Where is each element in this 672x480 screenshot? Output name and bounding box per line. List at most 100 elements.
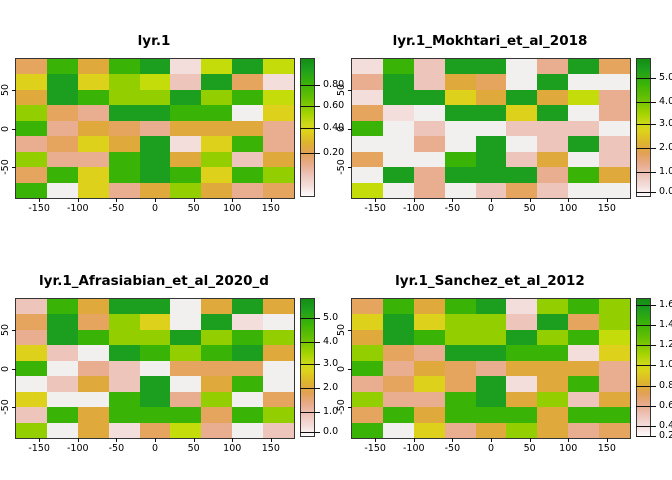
panel-title: lyr.1_Mokhtari_et_al_2018	[392, 33, 588, 49]
heatmap-cell	[77, 167, 109, 183]
heatmap-cell	[537, 391, 569, 408]
heatmap-cell	[413, 345, 445, 361]
heatmap-cell	[77, 314, 109, 330]
y-axis-tick	[12, 89, 16, 91]
heatmap-cell	[599, 151, 630, 168]
legend-tick	[300, 128, 320, 130]
heatmap-cell	[16, 136, 47, 152]
x-axis-tick	[606, 438, 608, 442]
panel-lyr1: lyr.1 -150 -100 -50 0 50 100 150 50 0 -50 0.80 0.6…	[0, 0, 344, 240]
legend-tick	[636, 385, 656, 387]
heatmap-cell	[352, 59, 383, 75]
heatmap-cell	[475, 345, 507, 361]
heatmap-cell	[201, 120, 233, 137]
heatmap-plot: -150 -100 -50 0 50 100 150 50 0 -50	[0, 298, 295, 454]
heatmap-cell	[139, 136, 171, 152]
y-axis-tick	[348, 167, 352, 169]
legend-tick-label: 5.0	[659, 72, 672, 84]
heatmap-cell	[170, 422, 202, 438]
x-axis-tick-label: 0	[487, 443, 495, 454]
legend-tick-label: 4.0	[323, 336, 339, 348]
x-axis-tick-label: -150	[364, 203, 386, 214]
heatmap-cell	[77, 329, 109, 346]
heatmap-cell	[506, 407, 538, 423]
heatmap-cell	[537, 167, 569, 183]
heatmap-cell	[16, 345, 47, 361]
x-axis-tick	[375, 438, 377, 442]
heatmap-cell	[46, 299, 78, 315]
heatmap-cell	[46, 345, 78, 361]
x-axis-tick-label: -150	[28, 443, 50, 454]
x-axis-tick	[452, 198, 454, 202]
heatmap-cell	[139, 345, 171, 361]
legend-tick-label: 1.0	[659, 165, 672, 177]
heatmap-cell	[170, 105, 202, 121]
heatmap-cell	[232, 151, 264, 168]
y-axis-tick-label-text: -50	[336, 159, 347, 175]
heatmap-cell	[444, 120, 476, 137]
heatmap-cell	[232, 422, 264, 438]
heatmap-cell	[232, 74, 264, 90]
color-legend: 5.0 4.0 3.0 2.0 1.0 0.0	[636, 58, 672, 197]
heatmap-cell	[537, 314, 569, 330]
heatmap-cell	[108, 151, 140, 168]
y-axis-tick	[12, 368, 16, 370]
heatmap-cell	[382, 151, 414, 168]
heatmap-cell	[568, 329, 600, 346]
heatmap-cell	[568, 182, 600, 198]
heatmap-cell	[77, 182, 109, 198]
heatmap-cell	[46, 167, 78, 183]
heatmap-cell	[537, 74, 569, 90]
heatmap-cell	[46, 182, 78, 198]
heatmap-cell	[77, 120, 109, 137]
x-axis-tick-label: 100	[223, 203, 242, 214]
heatmap-cell	[108, 89, 140, 106]
heatmap-cell	[537, 329, 569, 346]
heatmap-cell	[475, 136, 507, 152]
heatmap-cell	[232, 136, 264, 152]
heatmap-cell	[444, 299, 476, 315]
heatmap-cell	[201, 74, 233, 90]
heatmap-cell	[382, 89, 414, 106]
y-axis-tick	[348, 329, 352, 331]
legend-tick	[636, 191, 656, 193]
heatmap-cell	[263, 329, 294, 346]
heatmap-cell	[201, 167, 233, 183]
heatmap-cell	[77, 391, 109, 408]
x-axis-tick-label: -150	[364, 443, 386, 454]
heatmap-cell	[506, 120, 538, 137]
heatmap-cell	[263, 120, 294, 137]
x-axis-tick	[116, 438, 118, 442]
legend-gradient-bar	[636, 58, 651, 197]
heatmap-cell	[16, 182, 47, 198]
heatmap-cell	[201, 182, 233, 198]
x-axis-tick-label: 150	[597, 443, 616, 454]
heatmap-cell	[170, 314, 202, 330]
heatmap-cell	[506, 59, 538, 75]
heatmap-cell	[568, 360, 600, 377]
legend-tick	[300, 152, 320, 154]
heatmap-cell	[46, 391, 78, 408]
heatmap-cell	[599, 314, 630, 330]
x-axis-tick	[413, 198, 415, 202]
x-axis-tick	[491, 438, 492, 442]
heatmap-cell	[537, 182, 569, 198]
heatmap-cell	[599, 299, 630, 315]
heatmap-cell	[352, 422, 383, 438]
panel-sanchez: lyr.1_Sanchez_et_al_2012 -150 -100 -50 0 50 1…	[336, 240, 672, 480]
heatmap-cell	[475, 120, 507, 137]
heatmap-cell	[382, 74, 414, 90]
x-axis-tick	[568, 198, 570, 202]
legend-tick-label: 0.80	[323, 79, 345, 91]
heatmap-cell	[599, 345, 630, 361]
heatmap-cell	[352, 151, 383, 168]
heatmap-cell	[413, 391, 445, 408]
heatmap-cell	[77, 299, 109, 315]
heatmap-cell	[599, 360, 630, 377]
heatmap-cell	[568, 89, 600, 106]
heatmap-cell	[506, 391, 538, 408]
heatmap-cell	[352, 314, 383, 330]
y-axis-tick-label-text: 0	[336, 125, 347, 132]
legend-tick	[636, 171, 656, 173]
heatmap-cell	[232, 120, 264, 137]
